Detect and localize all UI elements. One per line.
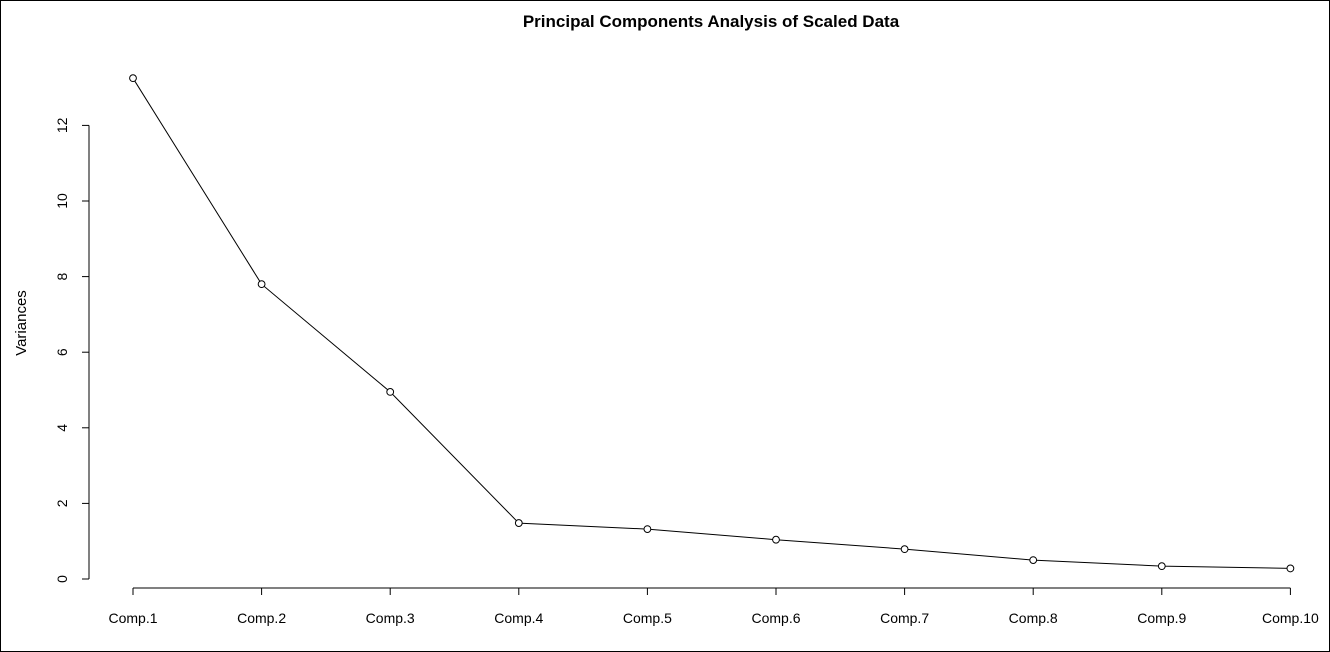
data-point (1157, 562, 1166, 571)
y-tick-label: 4 (54, 424, 70, 432)
y-tick-label: 12 (54, 117, 70, 133)
data-point (1286, 564, 1295, 573)
y-axis: 0 2 4 6 8 10 12 (54, 117, 90, 583)
x-tick-label: Comp.10 (1262, 610, 1319, 626)
x-tick-label: Comp.5 (623, 610, 672, 626)
data-point (900, 545, 909, 554)
series-line (132, 77, 1291, 569)
data-point (772, 535, 780, 544)
x-axis: Comp.1 Comp.2 Comp.3 Comp.4 Comp.5 Comp.6 Comp… (108, 587, 1319, 626)
data-point (386, 387, 395, 396)
data-point (1029, 556, 1038, 564)
data-point (643, 525, 652, 534)
data-point (514, 519, 523, 527)
y-tick-label: 8 (54, 272, 70, 280)
data-point (257, 280, 266, 289)
chart-title: Principal Components Analysis of Scaled … (523, 12, 900, 31)
y-axis-label: Variances (13, 290, 30, 356)
y-tick-label: 0 (54, 575, 70, 583)
data-series (129, 74, 1295, 573)
x-tick-label: Comp.9 (1137, 610, 1186, 626)
x-tick-label: Comp.8 (1009, 610, 1058, 626)
x-tick-label: Comp.2 (237, 610, 286, 626)
x-tick-label: Comp.1 (108, 610, 157, 626)
y-tick-label: 10 (54, 193, 70, 209)
x-tick-label: Comp.6 (751, 610, 800, 626)
y-tick-label: 2 (54, 499, 70, 507)
y-tick-label: 6 (54, 348, 70, 356)
x-tick-label: Comp.4 (494, 610, 543, 626)
data-point (129, 74, 137, 83)
x-tick-label: Comp.7 (880, 610, 929, 626)
x-tick-label: Comp.3 (366, 610, 415, 626)
